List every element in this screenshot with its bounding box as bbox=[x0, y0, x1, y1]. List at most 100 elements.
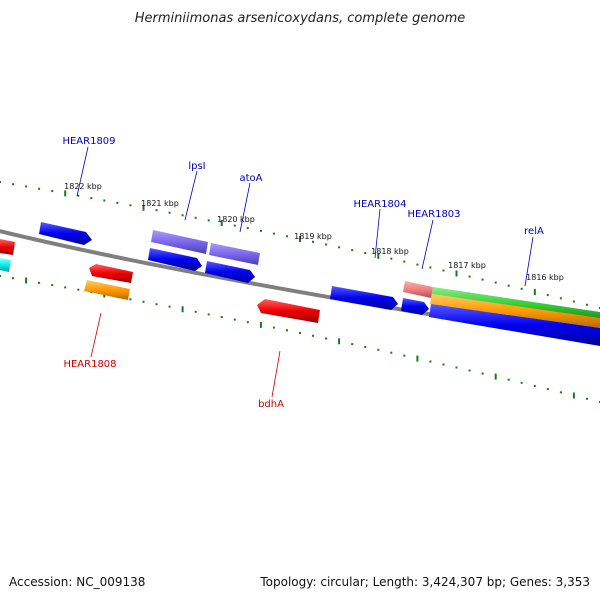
ruler-minor-tick bbox=[142, 300, 145, 303]
gene-arrow-lpsI[interactable] bbox=[151, 230, 208, 254]
ruler-minor-tick bbox=[181, 214, 184, 217]
connector-line bbox=[271, 350, 281, 398]
ruler-minor-tick bbox=[246, 321, 249, 324]
ruler-major-tick bbox=[181, 306, 184, 313]
ruler-minor-tick bbox=[455, 366, 458, 369]
ruler-minor-tick bbox=[507, 378, 510, 381]
gene-bar-blue[interactable] bbox=[429, 304, 600, 346]
ruler-major-tick bbox=[572, 392, 575, 399]
ruler-minor-tick bbox=[481, 278, 484, 281]
tick-label-1819: 1819 kbp bbox=[294, 232, 332, 241]
ruler-minor-tick bbox=[0, 181, 1, 183]
gene-arrow-HEAR1803[interactable] bbox=[403, 281, 433, 298]
ruler-minor-tick bbox=[559, 297, 562, 300]
ruler-minor-tick bbox=[442, 363, 445, 366]
ruler-minor-tick bbox=[272, 326, 275, 329]
ruler-minor-tick bbox=[586, 303, 588, 306]
ruler-minor-tick bbox=[51, 284, 54, 287]
ruler-minor-tick bbox=[25, 185, 28, 188]
ruler-major-tick bbox=[533, 289, 536, 295]
connector-line bbox=[76, 146, 89, 197]
ruler-minor-tick bbox=[116, 201, 119, 204]
ruler-minor-tick bbox=[103, 199, 106, 202]
ruler-minor-tick bbox=[403, 260, 406, 263]
connector-line bbox=[374, 208, 381, 259]
ruler-minor-tick bbox=[168, 305, 171, 308]
ruler-minor-tick bbox=[194, 310, 197, 313]
ruler-minor-tick bbox=[155, 209, 158, 212]
tick-label-1822: 1822 kbp bbox=[64, 182, 102, 191]
ruler-minor-tick bbox=[77, 194, 80, 197]
ruler-minor-tick bbox=[338, 246, 341, 249]
accession-text: Accession: NC_009138 bbox=[9, 575, 145, 589]
ruler-minor-tick bbox=[155, 303, 158, 306]
ruler-major-tick bbox=[494, 373, 497, 380]
ruler-minor-tick bbox=[468, 369, 471, 372]
tick-label-1820: 1820 kbp bbox=[217, 215, 255, 224]
gene-label-HEAR1803[interactable]: HEAR1803 bbox=[407, 209, 460, 220]
ruler-major-tick bbox=[299, 236, 301, 242]
ruler-minor-tick bbox=[286, 329, 288, 332]
ruler-ticks bbox=[0, 181, 600, 403]
gene-arrow-atoA[interactable] bbox=[209, 243, 260, 265]
ruler-minor-tick bbox=[246, 227, 249, 230]
gene-arrow-blue[interactable] bbox=[401, 298, 429, 315]
ruler-minor-tick bbox=[299, 332, 301, 334]
gene-label-HEAR1808[interactable]: HEAR1808 bbox=[63, 359, 116, 370]
ruler-minor-tick bbox=[403, 354, 406, 357]
ruler-minor-tick bbox=[38, 281, 41, 284]
genome-summary-text: Topology: circular; Length: 3,424,307 bp… bbox=[259, 575, 590, 589]
ruler-minor-tick bbox=[586, 397, 588, 400]
gene-label-lpsI[interactable]: lpsI bbox=[188, 161, 205, 172]
ruler-minor-tick bbox=[559, 391, 562, 394]
ruler-minor-tick bbox=[259, 229, 262, 232]
ruler-major-tick bbox=[338, 338, 341, 345]
gene-arrow-blue[interactable] bbox=[148, 248, 202, 271]
ruler-minor-tick bbox=[325, 243, 328, 246]
gene-arrow-blue[interactable] bbox=[330, 286, 398, 310]
ruler-minor-tick bbox=[129, 204, 132, 207]
gene-arrow-orange[interactable] bbox=[84, 280, 130, 300]
tick-label-1821: 1821 kbp bbox=[141, 199, 179, 208]
ruler-minor-tick bbox=[207, 219, 210, 222]
ruler-minor-tick bbox=[0, 275, 1, 277]
ruler-minor-tick bbox=[481, 372, 484, 375]
gene-label-HEAR1804[interactable]: HEAR1804 bbox=[353, 199, 406, 210]
gene-label-HEAR1809[interactable]: HEAR1809 bbox=[62, 136, 115, 147]
tick-label-1817: 1817 kbp bbox=[448, 261, 486, 270]
gene-label-atoA[interactable]: atoA bbox=[239, 173, 262, 184]
ruler-minor-tick bbox=[364, 346, 367, 348]
ruler-minor-tick bbox=[377, 348, 380, 351]
gene-arrow-blue[interactable] bbox=[39, 222, 92, 245]
ruler-minor-tick bbox=[168, 211, 171, 214]
ruler-minor-tick bbox=[129, 298, 132, 301]
ruler-minor-tick bbox=[272, 232, 275, 235]
gene-bar-orange[interactable] bbox=[430, 294, 600, 328]
ruler-minor-tick bbox=[533, 385, 536, 387]
gene-label-relA[interactable]: relA bbox=[524, 226, 544, 237]
gene-bar-red-edge[interactable] bbox=[0, 239, 15, 255]
connector-line bbox=[184, 170, 198, 221]
gene-arrow-HEAR1808[interactable] bbox=[89, 264, 133, 283]
ruler-minor-tick bbox=[64, 286, 67, 289]
ruler-minor-tick bbox=[77, 288, 80, 291]
ruler-minor-tick bbox=[12, 183, 14, 186]
ruler-major-tick bbox=[64, 190, 67, 197]
ruler-minor-tick bbox=[429, 360, 432, 363]
ruler-major-tick bbox=[142, 204, 145, 211]
gene-bar-cyan-edge[interactable] bbox=[0, 258, 11, 272]
ruler-minor-tick bbox=[520, 381, 523, 384]
map-title: Herminiimonas arsenicoxydans, complete g… bbox=[135, 11, 465, 26]
gene-arrow-blue[interactable] bbox=[205, 261, 255, 283]
ruler-minor-tick bbox=[312, 334, 314, 337]
ruler-minor-tick bbox=[390, 257, 393, 260]
ruler-major-tick bbox=[416, 355, 419, 362]
gene-arrow-bdhA[interactable] bbox=[257, 299, 320, 323]
gene-label-bdhA[interactable]: bdhA bbox=[258, 399, 284, 410]
ruler-major-tick bbox=[377, 252, 380, 259]
ruler-minor-tick bbox=[220, 316, 223, 318]
ruler-minor-tick bbox=[194, 216, 197, 219]
ruler-minor-tick bbox=[507, 284, 510, 287]
